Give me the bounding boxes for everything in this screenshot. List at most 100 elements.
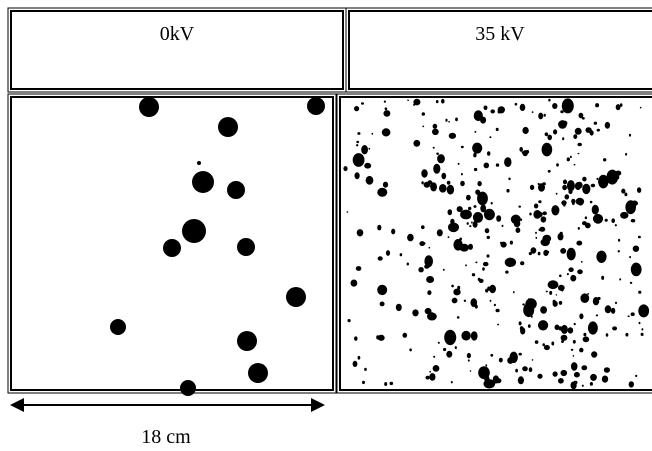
droplet — [513, 291, 515, 294]
droplet — [596, 250, 607, 263]
droplet — [520, 218, 523, 221]
droplet — [547, 134, 552, 141]
droplet — [457, 285, 461, 290]
arrow-head — [311, 398, 325, 412]
droplet — [495, 163, 500, 167]
droplet — [566, 273, 569, 276]
droplet — [538, 320, 549, 331]
droplet — [636, 187, 642, 193]
droplet — [489, 136, 492, 139]
droplet — [638, 321, 641, 325]
header-cell-border — [345, 7, 652, 93]
droplet — [597, 296, 601, 301]
droplet — [619, 103, 623, 107]
droplet — [451, 297, 458, 304]
droplet — [356, 229, 364, 237]
droplet — [600, 177, 603, 180]
droplet — [537, 251, 541, 256]
droplet — [530, 247, 537, 254]
droplet — [368, 147, 371, 150]
droplet — [182, 219, 206, 243]
droplet — [377, 256, 383, 261]
droplet — [432, 128, 439, 135]
droplet — [389, 381, 394, 386]
droplet — [437, 341, 440, 344]
droplet — [579, 313, 584, 320]
droplet — [470, 298, 478, 307]
droplet — [525, 149, 530, 154]
droplet — [383, 100, 386, 103]
droplet — [455, 117, 458, 122]
droplet — [407, 99, 409, 101]
droplet — [473, 205, 477, 208]
droplet — [567, 327, 574, 334]
droplet — [635, 374, 638, 378]
droplet — [433, 355, 436, 358]
droplet — [579, 347, 584, 353]
droplet — [629, 281, 633, 284]
droplet — [537, 373, 543, 379]
droplet — [441, 98, 445, 104]
droplet — [573, 322, 576, 326]
droplet — [604, 305, 612, 314]
droplet — [544, 132, 549, 137]
droplet — [406, 262, 409, 266]
droplet — [576, 181, 583, 189]
droplet — [412, 309, 419, 317]
image-frame — [336, 93, 652, 394]
droplet — [354, 336, 358, 341]
header-label: 0kV — [160, 23, 195, 45]
droplet — [559, 274, 562, 278]
droplet — [582, 176, 587, 182]
droplet — [528, 252, 532, 256]
droplet — [571, 200, 575, 205]
droplet — [508, 177, 511, 181]
droplet — [574, 127, 582, 135]
droplet — [357, 355, 361, 360]
droplet — [486, 254, 490, 258]
droplet — [352, 153, 365, 167]
droplet — [460, 145, 464, 149]
droplet — [628, 381, 634, 388]
droplet — [551, 205, 560, 216]
droplet — [582, 221, 587, 226]
droplet — [432, 365, 440, 372]
droplet — [443, 347, 447, 352]
droplet — [545, 290, 548, 293]
droplet — [437, 154, 445, 164]
droplet — [562, 179, 568, 185]
droplet — [364, 367, 367, 371]
droplet — [468, 243, 473, 250]
droplet — [399, 253, 403, 257]
droplet — [533, 203, 539, 209]
droplet — [577, 152, 580, 155]
droplet — [486, 235, 490, 240]
droplet — [425, 375, 430, 380]
droplet — [448, 120, 450, 123]
droplet — [477, 191, 481, 197]
droplet — [192, 171, 214, 193]
droplet — [552, 103, 558, 109]
droplet — [483, 105, 488, 111]
droplet — [377, 334, 385, 341]
droplet — [248, 363, 268, 383]
scale-label: 18 cm — [141, 426, 191, 448]
droplet — [624, 192, 628, 197]
droplet — [603, 367, 611, 373]
droplet — [612, 326, 618, 331]
droplet — [566, 157, 570, 162]
droplet — [529, 184, 535, 190]
droplet — [466, 194, 471, 201]
droplet — [432, 123, 438, 129]
droplet — [637, 235, 641, 239]
droplet — [577, 142, 582, 147]
droplet — [384, 107, 388, 111]
droplet — [472, 142, 483, 154]
droplet — [549, 290, 553, 295]
droplet — [436, 152, 439, 155]
droplet — [454, 346, 457, 350]
droplet — [522, 303, 525, 306]
droplet — [581, 365, 588, 371]
droplet — [409, 348, 412, 352]
droplet-image — [343, 98, 650, 390]
